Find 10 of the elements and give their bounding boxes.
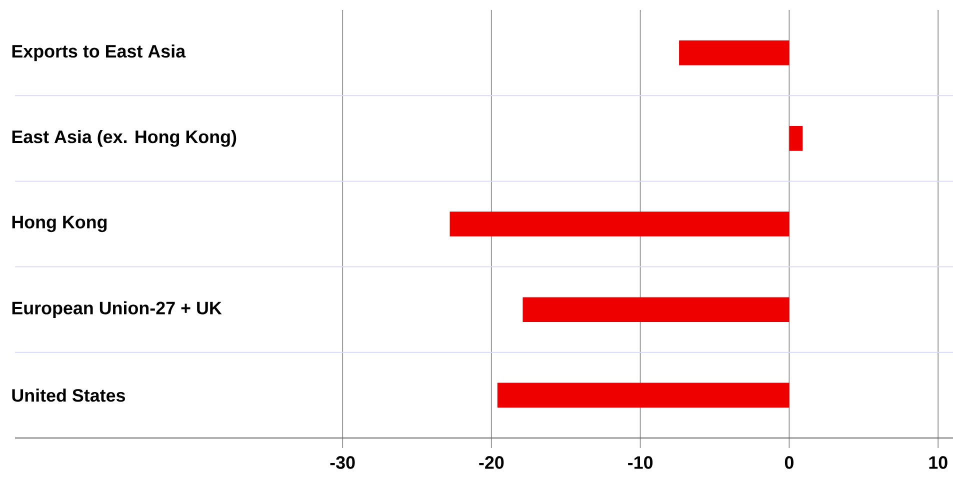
y-tick-label: East Asia (ex. Hong Kong) [12, 130, 236, 147]
y-tick-label: Exports to East Asia [12, 44, 186, 62]
x-tick-label: 10 [929, 456, 948, 469]
x-tick-label: -30 [330, 456, 355, 469]
x-tick-label: 0 [784, 456, 794, 469]
x-tick-label: -20 [479, 456, 504, 469]
y-tick-label: European Union-27 + UK [12, 301, 222, 318]
x-tick-label: -10 [628, 456, 653, 469]
y-tick-label: United States [12, 388, 126, 402]
y-tick-label: Hong Kong [12, 216, 107, 232]
